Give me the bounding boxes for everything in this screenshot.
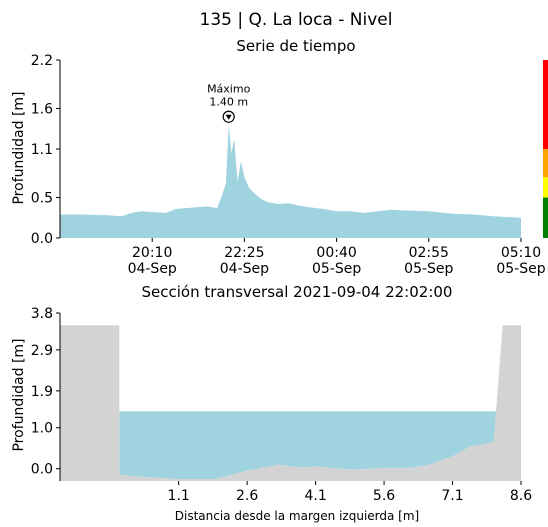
main-title: 135 | Q. La loca - Nivel: [200, 10, 393, 30]
time-series-xtick-date: 05-Sep: [496, 261, 545, 277]
cross-section-xtick-label: 5.6: [373, 488, 395, 504]
time-series-ytick-label: 0.5: [31, 191, 53, 207]
time-series-xtick-time: 00:40: [316, 245, 356, 261]
cross-section-xlabel: Distancia desde la margen izquierda [m]: [175, 509, 419, 523]
alert-level-band: [543, 60, 548, 149]
maximum-annotation: Máximo 1.40 m: [207, 83, 251, 123]
cross-section-xtick-label: 7.1: [441, 488, 463, 504]
cross-section-ytick-label: 1.9: [31, 384, 53, 400]
cross-section-xtick-label: 8.6: [510, 488, 532, 504]
down-triangle-circle-icon: [222, 110, 235, 123]
time-series-ytick-label: 0.0: [31, 231, 53, 247]
alert-level-band: [543, 177, 548, 198]
time-series-ytick-label: 2.2: [31, 53, 53, 69]
maximum-annotation-value: 1.40 m: [209, 96, 248, 109]
time-series-xtick-time: 20:10: [132, 245, 172, 261]
time-series-area: [60, 124, 521, 238]
cross-section-water: [119, 411, 503, 479]
time-series-xtick-date: 05-Sep: [404, 261, 453, 277]
alert-level-band: [543, 197, 548, 238]
time-series-xtick-date: 05-Sep: [312, 261, 361, 277]
time-series-xtick-date: 04-Sep: [220, 261, 269, 277]
cross-section-ytick-label: 3.8: [31, 306, 53, 322]
time-series-ytick-label: 1.1: [31, 142, 53, 158]
time-series-ytick-label: 1.6: [31, 102, 53, 118]
time-series-xtick-date: 04-Sep: [128, 261, 177, 277]
time-series-ylabel: Profundidad [m]: [11, 91, 27, 204]
time-series-title: Serie de tiempo: [236, 37, 355, 55]
cross-section-xtick-label: 1.1: [168, 488, 190, 504]
cross-section-xtick-label: 4.1: [304, 488, 326, 504]
time-series-xtick-time: 22:25: [224, 245, 264, 261]
cross-section-ytick-label: 2.9: [31, 343, 53, 359]
cross-section-ylabel: Profundidad [m]: [11, 338, 27, 451]
alert-level-band: [543, 149, 548, 178]
cross-section-chart: Sección transversal 2021-09-04 22:02:00 …: [11, 283, 532, 523]
time-series-chart: Serie de tiempo Profundidad [m] 0.0 0.5 1.…: [11, 37, 548, 277]
cross-section-ytick-label: 0.0: [31, 462, 53, 478]
maximum-annotation-label: Máximo: [207, 83, 251, 96]
cross-section-title: Sección transversal 2021-09-04 22:02:00: [142, 283, 453, 301]
time-series-xtick-time: 02:55: [409, 245, 449, 261]
time-series-xtick-time: 05:10: [501, 245, 541, 261]
cross-section-xtick-label: 2.6: [236, 488, 258, 504]
cross-section-ground: [60, 325, 521, 481]
cross-section-ytick-label: 1.0: [31, 421, 53, 437]
